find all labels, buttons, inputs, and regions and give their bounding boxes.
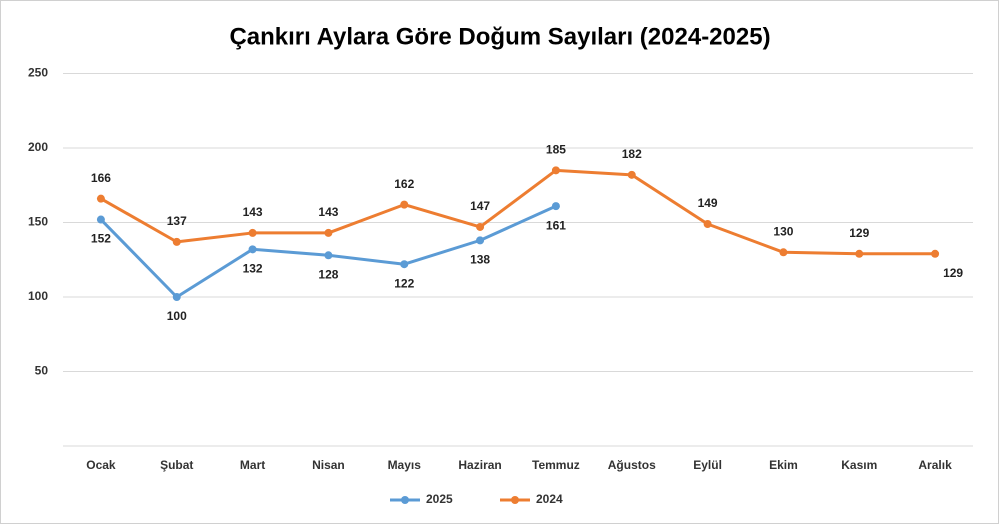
data-point: [248, 228, 257, 237]
x-tick-label: Haziran: [458, 458, 501, 472]
data-label: 132: [243, 261, 263, 275]
x-tick-label: Eylül: [693, 458, 722, 472]
data-point: [627, 170, 636, 179]
data-point: [476, 222, 485, 231]
data-label: 143: [243, 205, 263, 219]
data-point: [703, 219, 712, 228]
data-point: [172, 293, 181, 301]
data-label: 182: [622, 147, 642, 161]
data-label: 129: [849, 226, 869, 240]
data-label: 152: [91, 232, 111, 246]
data-point: [931, 249, 940, 258]
data-point: [96, 194, 105, 203]
data-point: [248, 245, 257, 254]
data-point: [324, 251, 333, 260]
data-point: [551, 166, 560, 175]
x-tick-label: Ekim: [769, 458, 798, 472]
data-label: 149: [698, 196, 718, 210]
x-tick-label: Temmuz: [532, 458, 580, 472]
x-tick-label: Ocak: [86, 458, 116, 472]
data-point: [400, 260, 409, 269]
data-point: [779, 248, 788, 257]
data-point: [551, 202, 560, 211]
data-point: [96, 215, 105, 224]
data-label: 166: [91, 171, 111, 185]
data-label: 147: [470, 199, 490, 213]
y-tick-label: 150: [28, 215, 48, 229]
x-tick-label: Şubat: [160, 458, 193, 472]
data-label: 129: [943, 266, 963, 280]
data-point: [476, 236, 485, 245]
data-label: 161: [546, 218, 566, 232]
legend-marker: [401, 496, 409, 504]
x-tick-label: Mayıs: [388, 458, 422, 472]
x-tick-label: Kasım: [841, 458, 877, 472]
data-label: 137: [167, 214, 187, 228]
legend-label: 2025: [426, 492, 453, 506]
series-line: [100, 168, 936, 256]
y-tick-label: 50: [35, 364, 49, 378]
y-tick-label: 100: [28, 289, 48, 303]
data-label: 185: [546, 143, 566, 157]
y-tick-label: 200: [28, 140, 48, 154]
x-tick-label: Nisan: [312, 458, 345, 472]
chart-title: Çankırı Aylara Göre Doğum Sayıları (2024…: [229, 23, 770, 50]
legend-marker: [511, 496, 519, 504]
data-point: [324, 228, 333, 237]
legend-label: 2024: [536, 492, 563, 506]
x-tick-label: Aralık: [918, 458, 952, 472]
data-point: [172, 237, 181, 246]
data-label: 143: [318, 205, 338, 219]
x-tick-label: Ağustos: [608, 458, 656, 472]
data-label: 100: [167, 309, 187, 323]
data-label: 138: [470, 253, 490, 267]
data-label: 130: [773, 224, 793, 238]
data-label: 122: [394, 276, 414, 290]
data-point: [400, 200, 409, 209]
y-tick-label: 250: [28, 66, 48, 80]
data-label: 162: [394, 177, 414, 191]
data-label: 128: [318, 267, 338, 281]
data-point: [855, 249, 864, 258]
x-tick-label: Mart: [240, 458, 265, 472]
